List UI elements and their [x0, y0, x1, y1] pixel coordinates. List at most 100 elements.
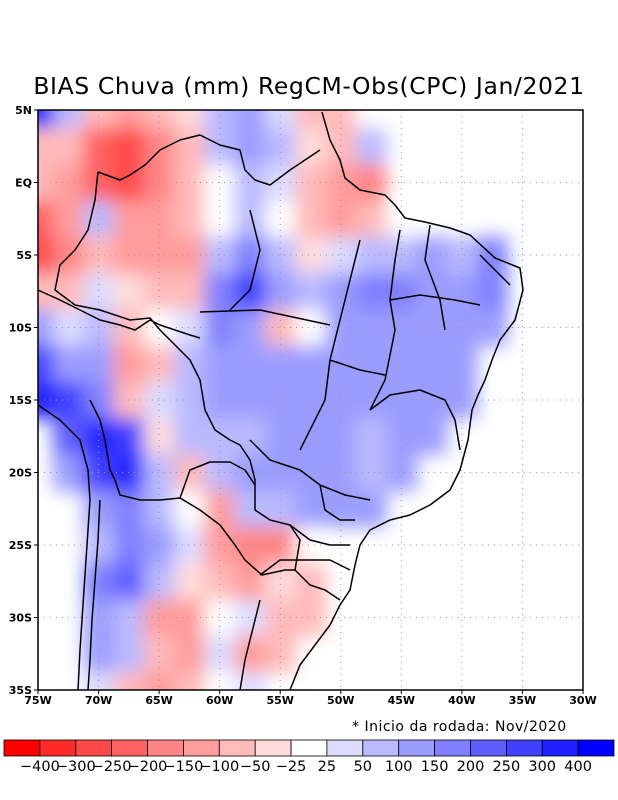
colorbar-swatch [254, 739, 292, 757]
bias-cell [295, 345, 327, 383]
bias-cell [53, 128, 84, 165]
bias-cell [265, 381, 296, 419]
bias-cell [295, 200, 327, 238]
bias-cell [113, 490, 145, 528]
bias-cell [355, 200, 387, 238]
border-argentina-chile [87, 499, 101, 690]
bias-cell [113, 273, 145, 310]
x-tick-label: 60W [206, 694, 233, 707]
border-peru-bolivia [38, 289, 201, 339]
x-tick-label: 70W [85, 694, 112, 707]
bias-cell [295, 490, 327, 528]
bias-cell [325, 110, 357, 129]
bias-cell [113, 345, 145, 383]
bias-cell [38, 236, 54, 274]
bias-cell [325, 381, 357, 419]
colorbar: −400−300−250−200−150−100 −50 −25 25 50 100 150… [3, 739, 615, 775]
colorbar-swatch [75, 739, 113, 757]
bias-cell [234, 110, 266, 129]
x-axis-ticks: 75W 70W 65W 60W 55W 50W 45W 40W 35W 30W [24, 690, 597, 707]
bias-cell [144, 418, 175, 455]
y-tick-label: 10S [9, 322, 32, 335]
colorbar-label: 400 [564, 759, 592, 775]
border-state-4 [369, 229, 401, 411]
bias-cell [174, 526, 206, 564]
bias-cell [113, 526, 145, 564]
bias-cell [234, 563, 266, 600]
bias-cell [477, 309, 508, 347]
y-axis-ticks: 5N EQ 5S 10S 15S 20S 25S 30S 35S [9, 104, 38, 697]
bias-cell [53, 110, 84, 129]
border-state-2 [229, 209, 261, 311]
bias-cell [295, 236, 327, 274]
bias-cell [174, 345, 206, 383]
colorbar-label: −100 [199, 759, 239, 775]
bias-cell [174, 128, 206, 165]
colorbar-label: 100 [385, 759, 413, 775]
bias-field [38, 110, 508, 690]
bias-cell [416, 236, 448, 274]
y-tick-label: 25S [9, 539, 32, 552]
bias-cell [174, 599, 206, 637]
bias-cell [53, 200, 84, 238]
bias-cell [477, 273, 508, 310]
bias-cell [265, 273, 296, 310]
bias-cell [295, 273, 327, 310]
y-tick-label: 5N [15, 104, 32, 117]
bias-cell [325, 418, 357, 455]
bias-cell [174, 309, 206, 347]
bias-cell [144, 381, 175, 419]
border-state-9 [389, 294, 481, 306]
colorbar-swatch [326, 739, 364, 757]
x-tick-label: 35W [509, 694, 536, 707]
bias-cell [204, 345, 236, 383]
bias-cell [265, 635, 296, 673]
border-brazil-north [97, 134, 321, 186]
bias-cell [265, 418, 296, 455]
bias-cell [83, 418, 115, 455]
colorbar-swatch [147, 739, 184, 757]
bias-cell [355, 273, 387, 310]
border-bolivia-chile [89, 399, 181, 501]
bias-cell [113, 635, 145, 673]
bias-cell [446, 345, 478, 383]
colorbar-swatch [398, 739, 436, 757]
border-bolivia-paraguay [179, 461, 256, 499]
bias-cell [325, 454, 357, 492]
y-tick-label: 20S [9, 467, 32, 480]
bias-cell [386, 309, 417, 347]
bias-cell [53, 345, 84, 383]
country-borders [38, 111, 524, 690]
y-tick-label: EQ [15, 177, 32, 190]
bias-cell [174, 273, 206, 310]
border-state-7 [369, 389, 461, 451]
bias-cell [295, 110, 327, 129]
bias-cell [174, 164, 206, 202]
bias-cell [144, 110, 175, 129]
bias-cell [113, 128, 145, 165]
colorbar-label: −150 [163, 759, 203, 775]
x-tick-label: 45W [388, 694, 415, 707]
bias-cell [38, 164, 54, 202]
border-state-5 [424, 224, 446, 331]
bias-cell [204, 110, 236, 129]
bias-cell [234, 128, 266, 165]
y-tick-label: 35S [9, 684, 32, 697]
bias-cell [113, 671, 145, 690]
bias-cell [204, 563, 236, 600]
border-brazil-paraguay [239, 444, 301, 571]
bias-cell [446, 309, 478, 347]
colorbar-swatch [290, 739, 328, 757]
colorbar-label: −400 [20, 759, 60, 775]
bias-cell [174, 563, 206, 600]
bias-cell [295, 309, 327, 347]
bias-cell [355, 454, 387, 492]
y-tick-label: 15S [9, 394, 32, 407]
bias-cell [38, 273, 54, 310]
bias-cell [144, 345, 175, 383]
border-argentina-uruguay [239, 599, 261, 690]
colorbar-swatch [218, 739, 256, 757]
colorbar-swatch [434, 739, 471, 757]
bias-cell [234, 345, 266, 383]
grid-lines [38, 110, 583, 690]
